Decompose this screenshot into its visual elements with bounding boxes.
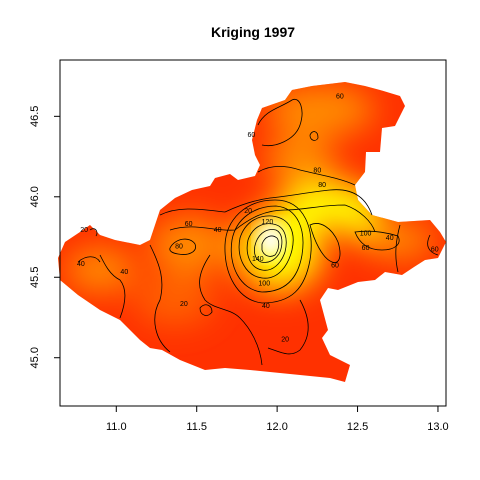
chart-title: Kriging 1997: [211, 24, 295, 40]
y-axis: 45.0 45.5 46.0 46.5: [29, 106, 61, 368]
contour-label: 100: [360, 230, 372, 237]
contour-label: 80: [175, 243, 183, 250]
contour-line-n: [395, 224, 401, 273]
contour-line-v: [267, 299, 309, 355]
contour-line-i: [261, 235, 280, 257]
contour-line-f: [238, 215, 294, 279]
x-tick-label: 11.0: [106, 421, 127, 433]
y-tick-label: 45.0: [29, 347, 41, 368]
x-tick-label: 11.5: [186, 421, 207, 433]
x-tick-label: 12.5: [347, 421, 368, 433]
x-axis: 11.0 11.5 12.0 12.5 13.0: [106, 405, 449, 433]
heat-blob-east-yellow: [342, 211, 378, 239]
contour-label: 60: [185, 221, 193, 228]
contour-label: 20: [80, 227, 88, 234]
contour-label: 20: [180, 301, 188, 308]
heat-blobs: [65, 85, 435, 325]
contour-line-a: [257, 98, 303, 147]
contour-line-d: [159, 189, 373, 216]
contour-line-j: [230, 205, 304, 293]
contour-label: 40: [214, 227, 222, 234]
contour-label-group: 60 60 80 80 60 20 40 80 20 40 40 120 140 100 40 20 20 100…: [77, 94, 439, 344]
y-tick-label: 46.0: [29, 186, 41, 207]
x-tick-label: 12.0: [266, 421, 287, 433]
contour-line-l: [309, 223, 341, 263]
x-tick-label: 13.0: [427, 421, 448, 433]
heat-blob-north: [265, 135, 335, 185]
contour-line-c: [257, 166, 356, 186]
contour-label: 40: [77, 261, 85, 268]
contour-label: 60: [247, 132, 255, 139]
contour-line-e: [169, 204, 376, 233]
contour-label: 80: [313, 168, 321, 175]
heat-blob-south: [135, 275, 215, 325]
contour-label: 40: [262, 303, 270, 310]
contour-label: 80: [318, 182, 326, 189]
contour-line-s: [99, 254, 126, 319]
contour-line-w: [89, 228, 98, 237]
contour-lines: [77, 98, 439, 366]
contour-line-r: [199, 254, 263, 366]
contour-label: 20: [281, 337, 289, 344]
contour-line-b: [309, 131, 319, 141]
contour-label: 60: [331, 263, 339, 270]
contour-line-k: [224, 199, 312, 304]
contour-line-p: [169, 238, 196, 255]
heat-blob-center-west: [150, 217, 230, 273]
contour-label: 40: [120, 269, 128, 276]
y-tick-label: 46.5: [29, 106, 41, 127]
contour-label: 140: [252, 256, 264, 263]
contour-label: 40: [386, 235, 394, 242]
contour-line-g: [246, 223, 287, 271]
heat-blob-nw: [265, 85, 375, 135]
contour-label: 60: [362, 245, 370, 252]
contour-line-q: [149, 244, 171, 353]
y-tick-label: 45.5: [29, 267, 41, 288]
contour-line-h: [254, 229, 283, 263]
contour-label: 100: [258, 280, 270, 287]
heat-field: [58, 82, 446, 382]
contour-label: 60: [431, 247, 439, 254]
contour-line-o: [427, 234, 439, 256]
contour-label: 20: [244, 208, 252, 215]
contour-line-t: [77, 256, 101, 263]
heat-blob-east: [365, 222, 435, 258]
contour-label: 60: [336, 94, 344, 101]
contour-label: 120: [262, 219, 274, 226]
contour-line-u: [199, 304, 213, 316]
